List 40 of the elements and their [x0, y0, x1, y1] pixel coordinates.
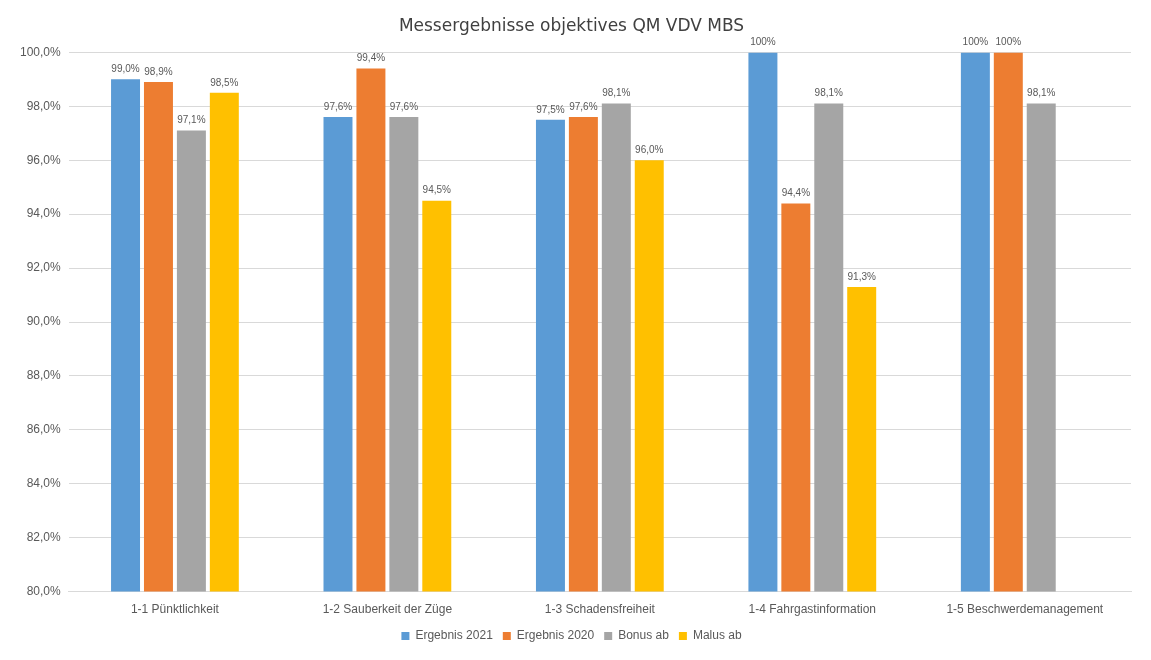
- data-label: 91,3%: [847, 270, 876, 282]
- y-tick-label: 88,0%: [26, 368, 62, 383]
- data-label: 100%: [995, 36, 1022, 48]
- legend-label: Ergebnis 2021: [415, 628, 494, 643]
- y-tick-label: 100,0%: [20, 44, 62, 59]
- data-label: 98,1%: [602, 87, 631, 99]
- data-label: 98,1%: [1027, 87, 1056, 99]
- data-label: 97,6%: [569, 100, 598, 112]
- data-label: 98,1%: [814, 87, 844, 99]
- data-label: 97,1%: [177, 114, 206, 126]
- y-tick-label: 84,0%: [26, 476, 62, 491]
- y-tick-label: 94,0%: [26, 206, 62, 221]
- x-tick-label: 1-2 Sauberkeit der Züge: [322, 602, 453, 617]
- y-tick-label: 92,0%: [26, 260, 62, 275]
- y-tick-label: 80,0%: [26, 583, 62, 598]
- data-label: 99,4%: [356, 52, 386, 64]
- data-label: 96,0%: [635, 143, 664, 155]
- data-label: 97,5%: [536, 103, 565, 115]
- x-tick-label: 1-4 Fahrgastinformation: [748, 602, 877, 617]
- data-label: 97,6%: [389, 100, 419, 112]
- legend-label: Malus ab: [692, 628, 742, 643]
- legend-label: Ergebnis 2020: [516, 628, 595, 643]
- x-tick-label: 1-5 Beschwerdemanagement: [946, 602, 1104, 617]
- data-label: 94,5%: [422, 184, 452, 196]
- data-label: 97,6%: [323, 100, 353, 112]
- data-label: 100%: [962, 36, 989, 48]
- data-label: 99,0%: [111, 63, 140, 75]
- data-label: 98,9%: [144, 65, 173, 77]
- data-label: 100%: [750, 36, 776, 48]
- x-tick-label: 1-3 Schadensfreiheit: [544, 602, 656, 617]
- data-label: 98,5%: [210, 76, 239, 88]
- y-tick-label: 82,0%: [26, 529, 62, 544]
- y-tick-label: 86,0%: [26, 422, 62, 437]
- data-label: 94,4%: [781, 187, 811, 199]
- chart-title: Messergebnisse objektives QM VDV MBS: [398, 14, 745, 35]
- y-tick-label: 98,0%: [26, 98, 62, 113]
- y-tick-label: 96,0%: [26, 152, 62, 167]
- legend-label: Bonus ab: [618, 628, 670, 643]
- y-tick-label: 90,0%: [26, 314, 62, 329]
- x-tick-label: 1-1 Pünktlichkeit: [130, 602, 220, 617]
